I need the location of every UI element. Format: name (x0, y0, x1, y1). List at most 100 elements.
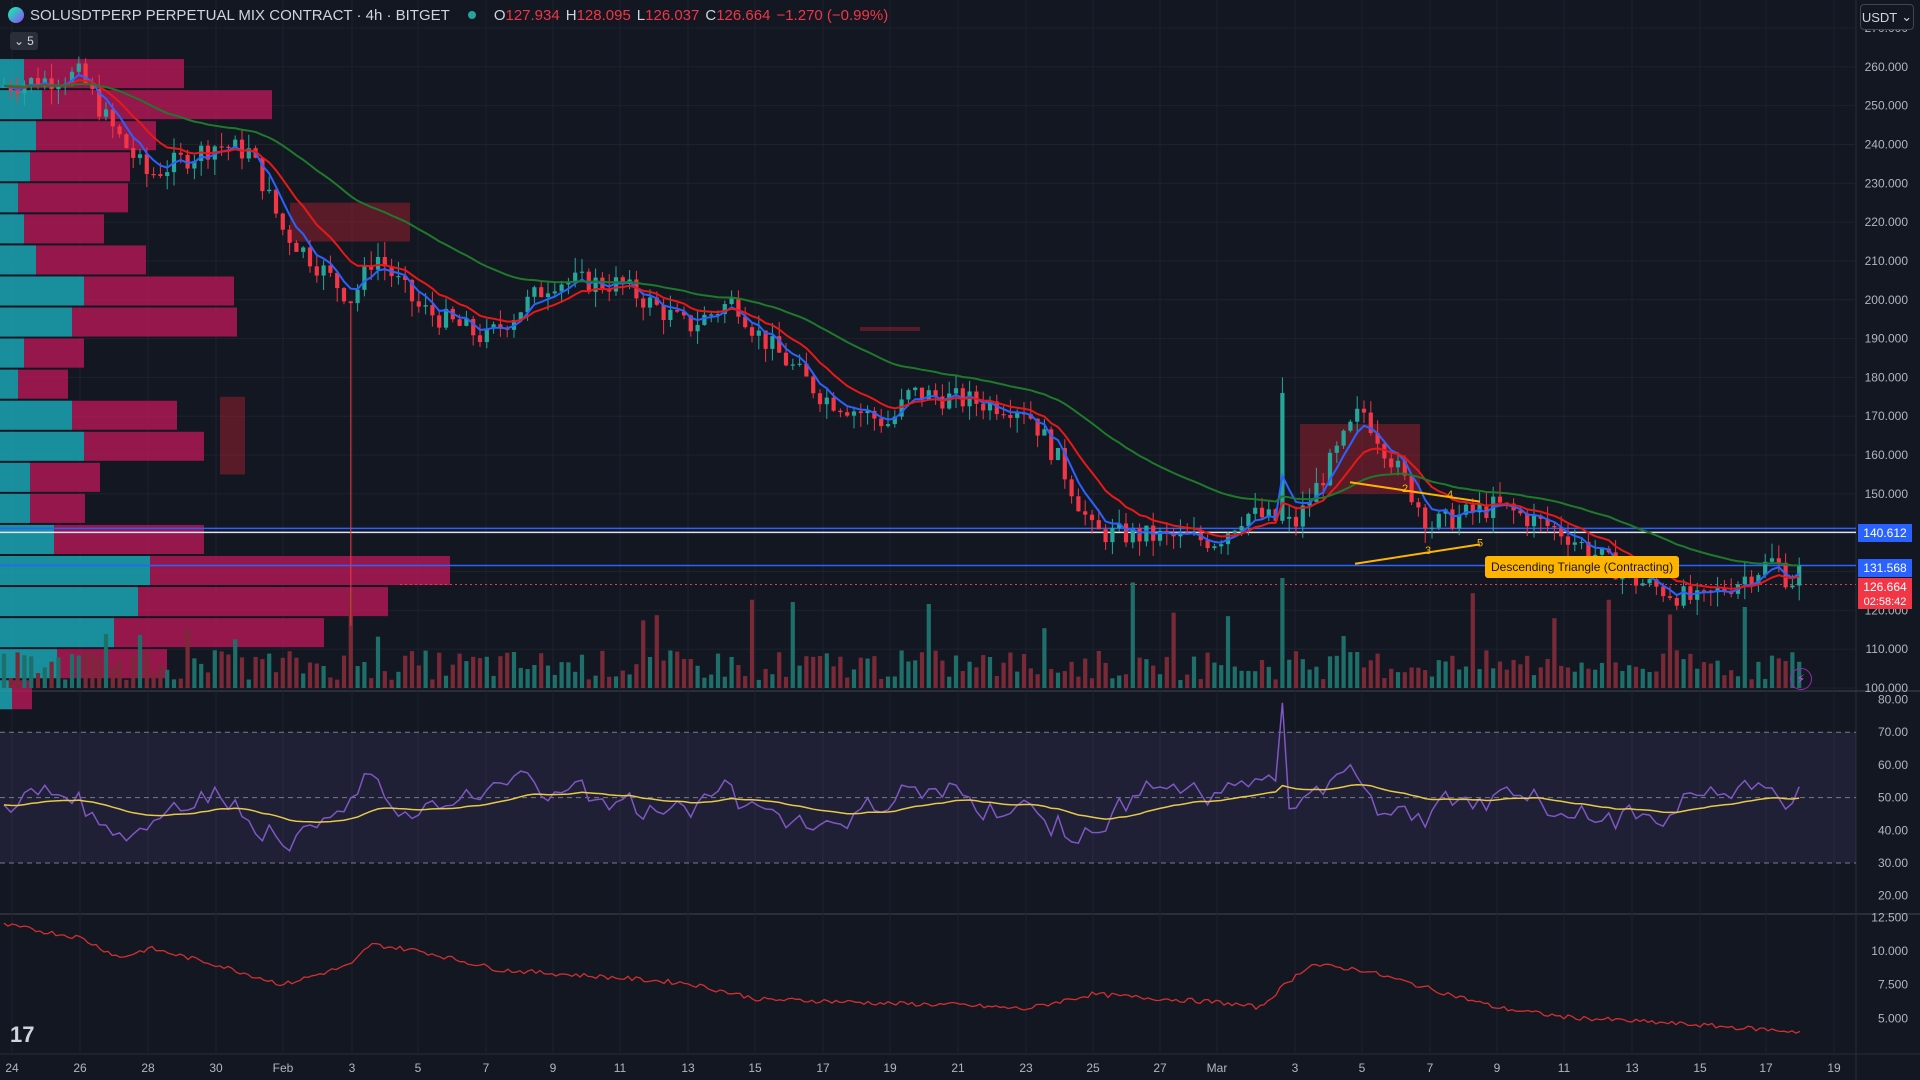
volume-profile-down (84, 276, 234, 306)
volume-profile-down (84, 431, 204, 461)
volume-bar (892, 676, 897, 688)
volume-profile-up (0, 493, 30, 523)
candle-body (416, 301, 421, 307)
volume-bar (987, 656, 993, 688)
candle-body (709, 314, 714, 316)
candle-body (1157, 530, 1163, 541)
volume-bar (926, 603, 931, 688)
volume-bar (1198, 679, 1203, 688)
candle-body (661, 304, 666, 320)
currency-selector[interactable]: USDT ⌄ (1860, 4, 1914, 30)
oscillator-pane (3, 922, 1801, 1034)
volume-bar (613, 676, 619, 688)
candle-body (1559, 527, 1564, 537)
candle-body (69, 71, 75, 84)
candle-body (947, 393, 952, 409)
candle-body (1314, 482, 1319, 502)
candle-body (804, 363, 809, 377)
volume-profile-up (0, 524, 54, 554)
time-tick-label: 19 (1827, 1061, 1841, 1075)
volume-profile-down (30, 493, 85, 523)
candle-body (443, 308, 449, 328)
volume-bar (1395, 672, 1401, 688)
rsi-tick-label: 80.00 (1878, 693, 1908, 707)
candle-body (103, 109, 109, 117)
candle-body (1035, 418, 1040, 436)
volume-bar (1674, 650, 1679, 688)
candle-body (974, 391, 979, 404)
volume-bar (396, 671, 401, 688)
volume-bar (321, 666, 326, 688)
volume-bar (185, 629, 190, 688)
candle-body (1062, 448, 1067, 480)
volume-bar (1375, 653, 1380, 688)
close-value: 126.664 (716, 6, 771, 24)
volume-bar (899, 650, 904, 688)
volume-bar (212, 650, 217, 688)
rsi-line (3, 702, 1800, 852)
volume-profile-down (114, 618, 324, 648)
volume-bar (709, 674, 714, 688)
candle-body (1749, 576, 1754, 585)
candle-body (1389, 458, 1394, 468)
candle-body (158, 174, 163, 176)
volume-bar (471, 656, 476, 688)
moving-averages (3, 73, 1800, 597)
volume-bar (600, 650, 605, 688)
candle-body (1402, 460, 1407, 476)
candle-body (151, 174, 156, 176)
volume-bar (1089, 678, 1095, 688)
candle-body (1395, 460, 1401, 468)
candle-body (1103, 529, 1108, 543)
high-label: H (565, 6, 577, 24)
candle-body (1015, 413, 1020, 418)
candle-body (1246, 513, 1251, 527)
candle-body (1416, 502, 1421, 508)
volume-bar (165, 669, 170, 688)
candle-body (335, 272, 340, 289)
osc-tick-label: 10.000 (1871, 944, 1908, 958)
candle-body (1769, 558, 1775, 562)
volume-bar (1368, 660, 1373, 688)
symbol-title[interactable]: SOLUSDTPERP PERPETUAL MIX CONTRACT · 4h … (30, 6, 450, 24)
volume-bar (756, 679, 761, 688)
candle-body (294, 242, 299, 252)
pattern-label[interactable]: Descending Triangle (Contracting) (1485, 556, 1680, 578)
indicators-collapse-button[interactable]: ⌄ 5 (10, 32, 38, 50)
volume-profile-up (0, 618, 114, 648)
candle-body (1049, 429, 1054, 460)
volume-bar (1776, 658, 1781, 688)
candle-body (879, 418, 884, 427)
time-tick-label: 9 (550, 1061, 557, 1075)
volume-profile (0, 59, 1420, 710)
volume-bar (817, 656, 823, 688)
time-tick-label: 25 (1086, 1061, 1100, 1075)
time-tick-label: 23 (1019, 1061, 1033, 1075)
candle-body (423, 305, 428, 307)
candle-body (1776, 558, 1781, 563)
price-tag-last: 126.664 (1858, 578, 1912, 596)
time-tick-label: 5 (415, 1061, 422, 1075)
volume-bar (545, 665, 551, 688)
candle-body (15, 90, 20, 94)
lightning-icon[interactable]: ⚡ (1790, 668, 1812, 690)
volume-bar (389, 679, 394, 688)
candle-body (851, 411, 857, 416)
volume-bar (1212, 662, 1217, 688)
volume-bar (1151, 665, 1156, 688)
volume-bar (1321, 679, 1326, 688)
candle-body (437, 315, 442, 328)
candle-body (260, 157, 265, 192)
volume-bar (307, 662, 313, 688)
candle-body (1688, 586, 1693, 600)
candle-body (464, 318, 469, 326)
volume-bar (858, 657, 863, 688)
volume-bar (178, 678, 183, 688)
volume-bar (443, 675, 449, 688)
tradingview-logo-icon[interactable]: 17 (10, 1022, 35, 1047)
currency-label: USDT (1861, 9, 1898, 25)
volume-profile-up (0, 400, 72, 430)
time-tick-label: 11 (614, 1061, 627, 1075)
volume-bar (933, 650, 938, 688)
